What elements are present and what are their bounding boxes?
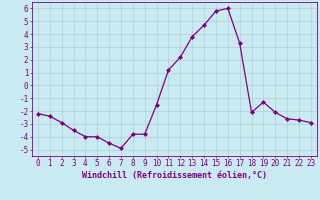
X-axis label: Windchill (Refroidissement éolien,°C): Windchill (Refroidissement éolien,°C) (82, 171, 267, 180)
